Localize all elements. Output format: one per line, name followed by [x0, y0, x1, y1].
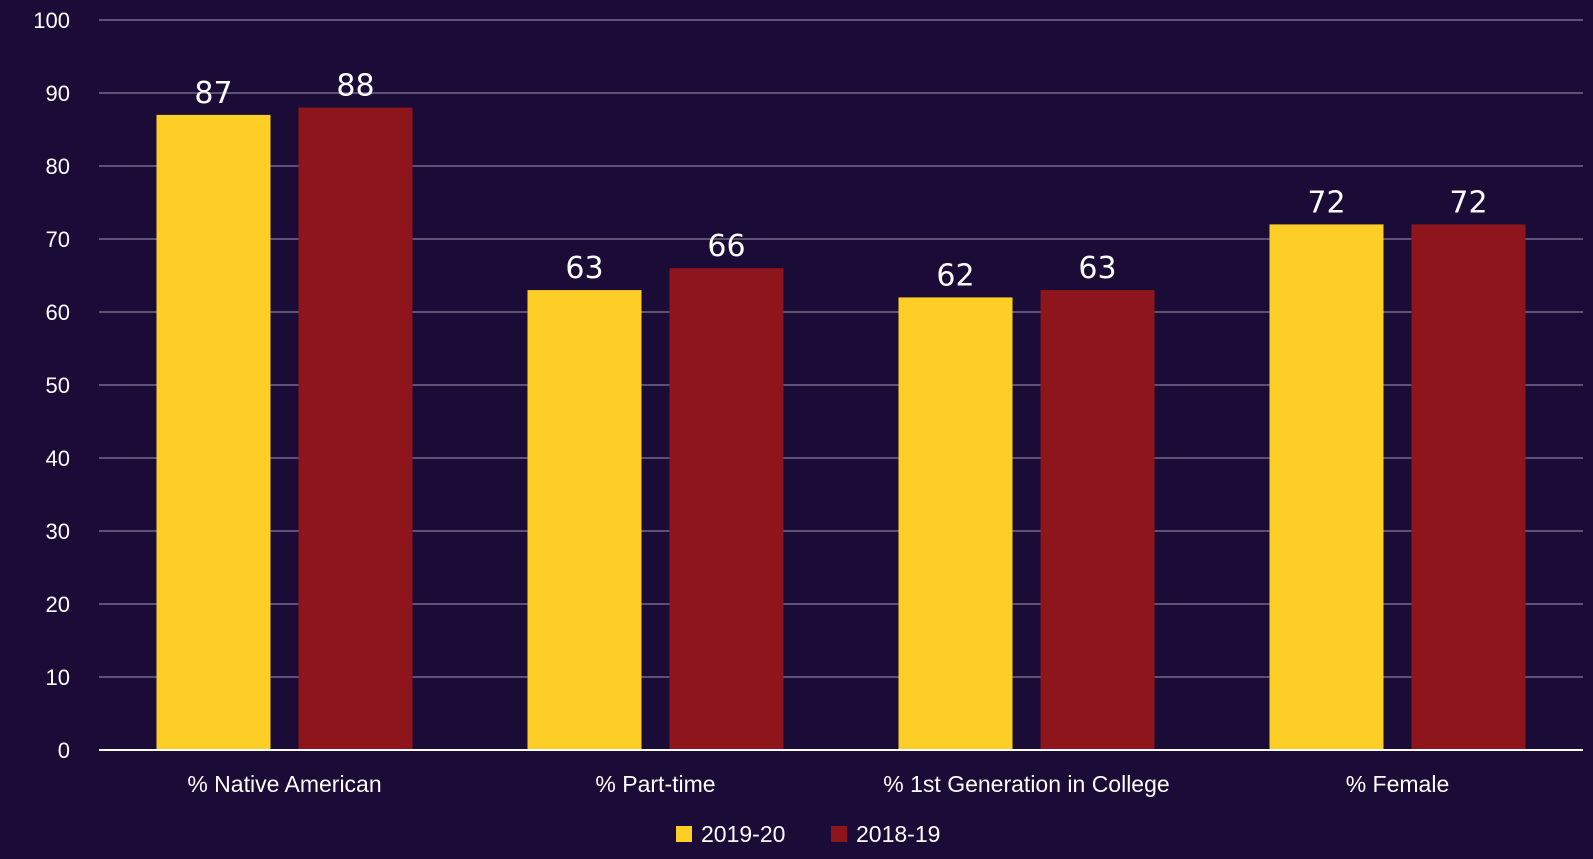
legend-label: 2018-19: [856, 821, 940, 847]
legend: 2019-20 2018-19: [676, 821, 940, 847]
y-tick-label: 30: [46, 519, 70, 544]
data-label: 62: [936, 258, 974, 293]
y-tick-label: 20: [46, 592, 70, 617]
data-label: 87: [194, 76, 232, 111]
x-axis-categories: % Native American % Part-time % 1st Genera…: [187, 771, 1449, 797]
y-tick-label: 10: [46, 665, 70, 690]
data-label: 72: [1307, 185, 1345, 220]
data-label: 72: [1449, 185, 1487, 220]
data-label: 88: [336, 69, 374, 104]
legend-label: 2019-20: [701, 821, 785, 847]
y-axis-ticks: 0 10 20 30 40 50 60 70 80 90 100: [33, 8, 70, 763]
data-label: 63: [565, 251, 603, 286]
bar-2018-19-3: [1040, 290, 1155, 750]
y-tick-label: 0: [58, 738, 70, 763]
x-category-label: % Part-time: [595, 771, 715, 797]
x-category-label: % 1st Generation in College: [883, 771, 1169, 797]
x-category-label: % Native American: [187, 771, 381, 797]
data-label: 63: [1078, 251, 1116, 286]
y-tick-label: 90: [46, 81, 70, 106]
bar-2018-19-2: [669, 268, 784, 750]
y-tick-label: 80: [46, 154, 70, 179]
bar-2018-19-4: [1411, 224, 1526, 750]
legend-swatch: [831, 826, 847, 842]
bar-2019-20-2: [527, 290, 642, 750]
legend-swatch: [676, 826, 692, 842]
bars: [156, 107, 1526, 751]
x-category-label: % Female: [1346, 771, 1450, 797]
bar-2019-20-4: [1269, 224, 1384, 750]
y-tick-label: 70: [46, 227, 70, 252]
y-tick-label: 50: [46, 373, 70, 398]
bar-2019-20-3: [898, 297, 1013, 750]
bar-2019-20-1: [156, 114, 271, 750]
y-tick-label: 60: [46, 300, 70, 325]
y-tick-label: 100: [33, 8, 70, 33]
data-labels: 87 88 63 66 62 63 72 72: [194, 69, 1487, 294]
y-tick-label: 40: [46, 446, 70, 471]
bar-2018-19-1: [298, 107, 413, 751]
data-label: 66: [707, 229, 745, 264]
